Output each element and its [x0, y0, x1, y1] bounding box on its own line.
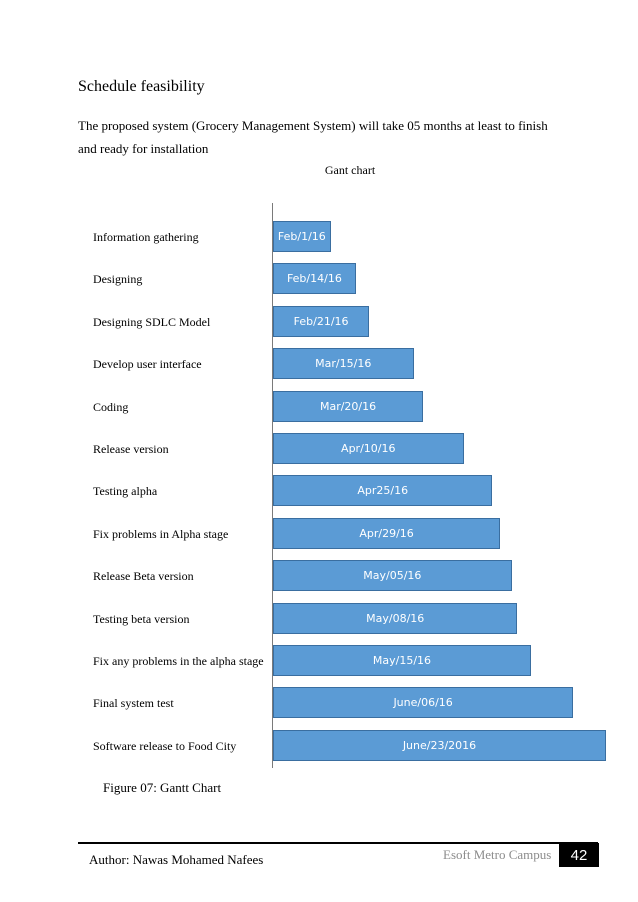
bar-data-label: May/05/16 — [363, 569, 422, 583]
schedule-paragraph: The proposed system (Grocery Management … — [78, 118, 548, 156]
row-label: Coding — [93, 399, 129, 414]
row-label: Information gathering — [93, 230, 199, 244]
section-heading: Schedule feasibility — [78, 78, 205, 95]
gantt-bar: Mar/15/16 — [273, 348, 414, 380]
bar-data-label: Feb/14/16 — [286, 272, 342, 286]
bar-data-label: June/23/2016 — [402, 738, 477, 752]
row-label: Designing — [93, 272, 143, 287]
row-label: Final system test — [93, 696, 174, 711]
gantt-bar: May/08/16 — [273, 602, 518, 634]
figure-caption: Figure 07: Gantt Chart — [103, 780, 222, 795]
row-label: Fix problems in Alpha stage — [93, 526, 229, 541]
gantt-bar: Feb/14/16 — [273, 263, 356, 295]
gantt-bar: Feb/21/16 — [273, 305, 370, 337]
chart-axis-line — [272, 203, 273, 768]
bar-data-label: June/06/16 — [393, 696, 453, 710]
gantt-bar: Apr/29/16 — [273, 517, 501, 549]
row-label: Release version — [93, 442, 169, 456]
gantt-bar: June/23/2016 — [273, 729, 606, 761]
page-number: 42 — [559, 843, 599, 867]
gantt-bar: May/15/16 — [273, 645, 531, 676]
gantt-bar: June/06/16 — [273, 687, 574, 719]
row-label: Software release to Food City — [93, 738, 237, 753]
bar-data-label: Apr25/16 — [357, 484, 409, 498]
gantt-bar: Mar/20/16 — [273, 390, 424, 422]
bar-data-label: Feb/21/16 — [293, 314, 349, 328]
bar-data-label: Apr/29/16 — [359, 526, 414, 540]
chart-title: Gant chart — [324, 163, 376, 177]
row-label: Testing beta version — [93, 611, 190, 626]
row-label: Fix any problems in the alpha stage — [93, 654, 264, 668]
gantt-bar: Apr25/16 — [273, 475, 493, 507]
gantt-bar: Apr/10/16 — [273, 433, 464, 464]
bar-data-label: Mar/15/16 — [315, 357, 372, 371]
footer-campus: Esoft Metro Campus — [443, 847, 552, 862]
footer-divider — [78, 842, 598, 844]
bar-data-label: May/08/16 — [366, 611, 425, 625]
bar-data-label: Feb/1/16 — [277, 230, 326, 243]
footer-author: Author: Nawas Mohamed Nafees — [89, 852, 264, 867]
gantt-bar: May/05/16 — [273, 560, 512, 592]
bar-data-label: May/15/16 — [372, 654, 432, 667]
gantt-bar: Feb/1/16 — [273, 221, 331, 252]
row-label: Release Beta version — [93, 569, 194, 584]
row-label: Develop user interface — [93, 357, 202, 372]
row-label: Designing SDLC Model — [93, 314, 211, 329]
row-label: Testing alpha — [93, 484, 158, 499]
bar-data-label: Mar/20/16 — [319, 399, 377, 413]
bar-data-label: Apr/10/16 — [341, 442, 396, 455]
